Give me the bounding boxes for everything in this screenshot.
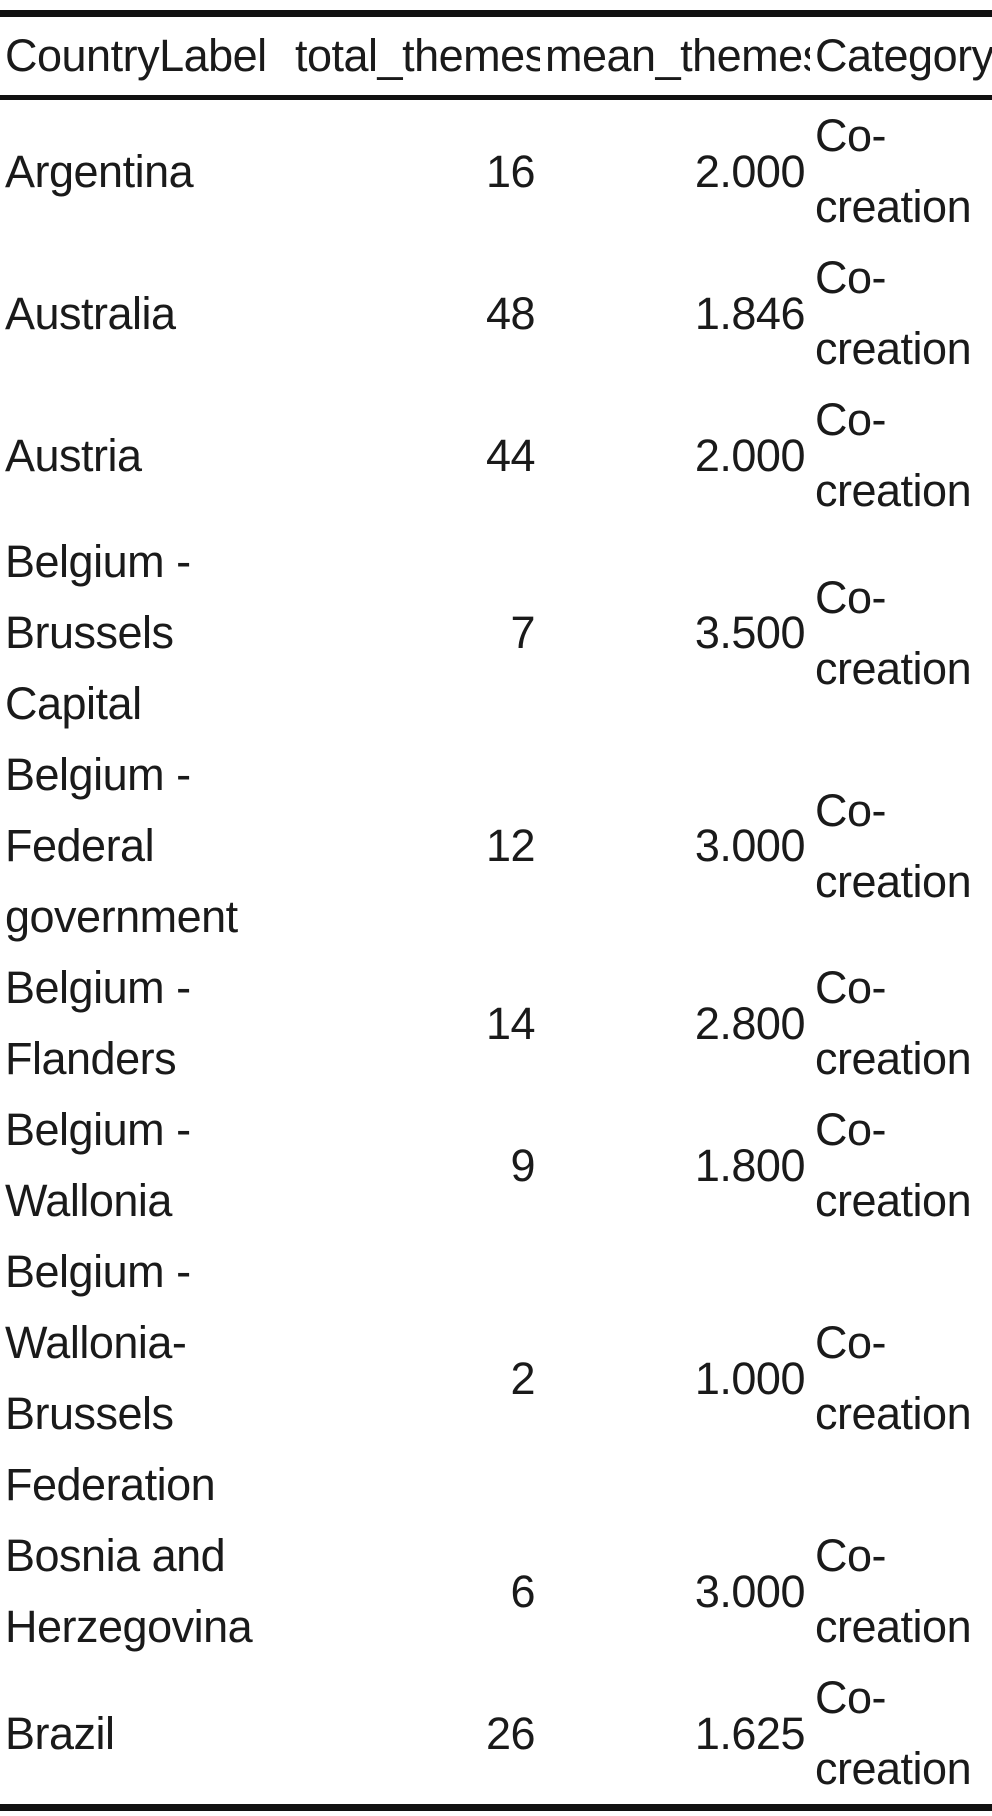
cell-total-themes: 12: [485, 820, 536, 871]
data-table-container: CountryLabel total_themes mean_themes Ca…: [0, 10, 992, 1811]
cell-total-themes: 2: [510, 1352, 535, 1404]
cell-country: Bosnia and Herzegovina: [5, 1530, 253, 1652]
cell-category: Co-creation: [815, 1672, 972, 1794]
cell-country: Belgium - Federal government: [5, 749, 238, 942]
cell-country: Belgium - Brussels Capital: [5, 536, 191, 729]
data-table: CountryLabel total_themes mean_themes Ca…: [0, 10, 992, 1811]
cell-total-themes: 14: [485, 997, 536, 1049]
cell-category: Co-creation: [815, 784, 972, 907]
column-header-total-themes: total_themes: [295, 30, 540, 81]
table-row: Brazil 26 1.625 Co-creation: [0, 1662, 992, 1808]
column-header-mean-themes: mean_themes: [545, 30, 810, 81]
cell-mean-themes: 3.000: [694, 820, 806, 871]
table-row: Belgium - Wallonia 9 1.800 Co-creation: [0, 1094, 992, 1236]
table-row: Belgium - Wallonia-Brussels Federation 2…: [0, 1236, 992, 1520]
table-row: Belgium - Brussels Capital 7 3.500 Co-cr…: [0, 526, 992, 739]
cell-total-themes: 6: [510, 1565, 535, 1617]
column-header-category: Category: [815, 30, 992, 81]
cell-category: Co-creation: [815, 1317, 972, 1439]
table-header: CountryLabel total_themes mean_themes Ca…: [0, 13, 992, 98]
cell-mean-themes: 2.000: [694, 429, 806, 481]
cell-mean-themes: 1.000: [694, 1352, 806, 1404]
cell-mean-themes: 1.800: [694, 1139, 806, 1191]
cell-country: Belgium - Wallonia-Brussels Federation: [5, 1246, 216, 1510]
cell-total-themes: 9: [510, 1139, 535, 1191]
table-row: Belgium - Federal government 12 3.000 Co…: [0, 739, 992, 952]
cell-total-themes: 26: [485, 1707, 536, 1759]
cell-total-themes: 48: [485, 287, 536, 339]
cell-category: Co-creation: [815, 110, 972, 232]
cell-country: Argentina: [5, 145, 194, 197]
cell-country: Brazil: [5, 1707, 115, 1759]
table-body: Argentina 16 2.000 Co-creation Australia…: [0, 98, 992, 1808]
cell-country: Belgium - Wallonia: [5, 1104, 191, 1226]
cell-mean-themes: 2.800: [694, 997, 806, 1049]
cell-country: Belgium - Flanders: [5, 962, 191, 1084]
cell-mean-themes: 3.000: [694, 1565, 806, 1617]
cell-category: Co-creation: [815, 962, 972, 1084]
cell-category: Co-creation: [815, 1530, 972, 1652]
cell-mean-themes: 1.846: [694, 287, 806, 339]
cell-country: Australia: [5, 287, 176, 339]
cell-total-themes: 7: [510, 607, 535, 658]
cell-mean-themes: 2.000: [694, 145, 806, 197]
table-row: Bosnia and Herzegovina 6 3.000 Co-creati…: [0, 1520, 992, 1662]
cell-mean-themes: 1.625: [694, 1707, 806, 1759]
table-row: Australia 48 1.846 Co-creation: [0, 242, 992, 384]
cell-total-themes: 44: [485, 429, 536, 481]
table-row: Austria 44 2.000 Co-creation: [0, 384, 992, 526]
cell-category: Co-creation: [815, 571, 972, 694]
cell-category: Co-creation: [815, 394, 972, 516]
table-row: Belgium - Flanders 14 2.800 Co-creation: [0, 952, 992, 1094]
table-row: Argentina 16 2.000 Co-creation: [0, 98, 992, 243]
cell-category: Co-creation: [815, 1104, 972, 1226]
cell-mean-themes: 3.500: [694, 607, 806, 658]
column-header-country: CountryLabel: [5, 30, 267, 81]
header-row: CountryLabel total_themes mean_themes Ca…: [0, 13, 992, 98]
cell-category: Co-creation: [815, 252, 972, 374]
cell-country: Austria: [5, 429, 142, 481]
cell-total-themes: 16: [485, 145, 536, 197]
